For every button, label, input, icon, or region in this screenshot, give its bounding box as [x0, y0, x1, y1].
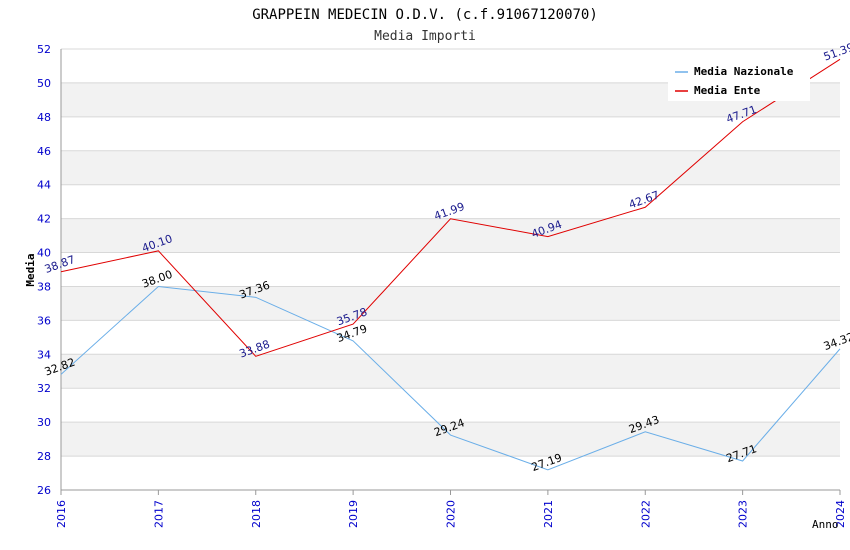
y-tick-label: 40: [37, 247, 51, 260]
grid-band: [61, 218, 840, 253]
y-tick-label: 50: [37, 77, 51, 90]
y-tick-label: 42: [37, 213, 51, 226]
x-tick-label: 2022: [639, 500, 652, 528]
y-tick-label: 44: [37, 179, 51, 192]
y-tick-label: 38: [37, 280, 51, 293]
y-tick-label: 28: [37, 450, 51, 463]
grid-band: [61, 354, 840, 389]
x-tick-label: 2020: [445, 500, 458, 528]
x-tick-label: 2023: [737, 500, 750, 528]
x-tick-label: 2017: [152, 500, 165, 528]
y-tick-label: 30: [37, 416, 51, 429]
x-tick-label: 2024: [834, 500, 847, 528]
grid-band: [61, 286, 840, 321]
legend-box: [668, 60, 810, 101]
x-tick-label: 2019: [347, 500, 360, 528]
grid-band: [61, 422, 840, 457]
y-tick-label: 32: [37, 382, 51, 395]
legend: Media Nazionale Media Ente: [668, 60, 810, 101]
y-tick-label: 52: [37, 43, 51, 56]
y-tick-label: 36: [37, 314, 51, 327]
legend-label-media-nazionale: Media Nazionale: [694, 65, 794, 78]
x-tick-label: 2018: [250, 500, 263, 528]
y-tick-label: 46: [37, 145, 51, 158]
chart-subtitle: Media Importi: [374, 29, 476, 44]
chart-title: GRAPPEIN MEDECIN O.D.V. (c.f.91067120070…: [252, 7, 598, 23]
x-tick-label: 2016: [55, 500, 68, 528]
grid-band: [61, 150, 840, 185]
x-axis-label: Anno: [812, 518, 839, 531]
series-line-media-nazionale: [60, 285, 841, 471]
y-tick-label: 34: [37, 348, 51, 361]
x-tick-labels: 2016 2017 2018 2019 2020 2021 2022 2023 2024: [55, 490, 847, 528]
x-tick-label: 2021: [542, 500, 555, 528]
series-lines: [60, 58, 841, 471]
y-tick-label: 48: [37, 111, 51, 124]
series-line-media-ente: [60, 58, 841, 357]
legend-label-media-ente: Media Ente: [694, 84, 761, 97]
data-label-media-ente: 51.39: [822, 41, 850, 64]
data-label-media-nazionale: 34.32: [822, 330, 850, 353]
y-axis-label: Media: [24, 253, 37, 286]
y-tick-labels: 26 28 30 32 34 36 38 40 42 44 46 48 50 52: [37, 43, 51, 497]
y-tick-label: 26: [37, 484, 51, 497]
